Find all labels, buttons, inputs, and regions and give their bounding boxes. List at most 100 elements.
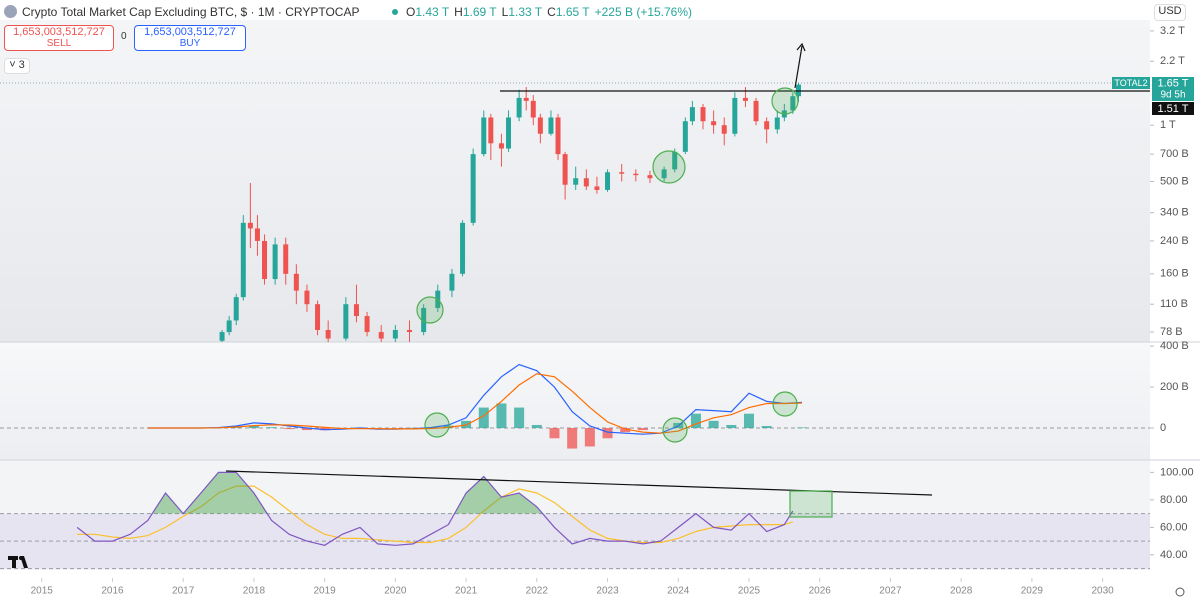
series-line (77, 485, 793, 544)
ohlc-key: H (454, 5, 463, 19)
indicators-toggle[interactable]: ˅ 3 (4, 58, 30, 74)
candle-body (619, 172, 625, 174)
sell-price: 1,653,003,512,727 (13, 26, 105, 38)
candle-body (325, 330, 331, 339)
rsi-pane (0, 460, 1150, 570)
candle-body (774, 117, 780, 130)
histogram-bar (549, 428, 560, 439)
y-tick-label: 0 (1160, 422, 1166, 434)
candle-body (233, 297, 239, 321)
candle-body (711, 121, 717, 126)
y-tick-label: 2.2 T (1160, 55, 1185, 67)
histogram-bar (761, 425, 772, 429)
x-tick-label: 2017 (172, 586, 195, 597)
sell-button[interactable]: 1,653,003,512,727 SELL (4, 25, 114, 51)
candle-body (304, 290, 310, 305)
candle-body (272, 244, 278, 280)
histogram-bar (620, 428, 631, 433)
x-tick-label: 2025 (738, 586, 761, 597)
candle-body (283, 244, 289, 274)
y-tick-label: 80.00 (1160, 494, 1188, 506)
candle-body (293, 273, 299, 291)
y-tick-label: 700 B (1160, 148, 1189, 160)
histogram-bar (514, 407, 525, 429)
pane-plot (0, 363, 1150, 449)
candle-body (700, 107, 706, 122)
buy-button[interactable]: 1,653,003,512,727 BUY (134, 25, 246, 51)
ohlc-value: 1.65 T (555, 5, 590, 19)
histogram-bar (567, 428, 578, 449)
candle-body (219, 332, 225, 341)
y-tick-label: 100.00 (1160, 466, 1194, 478)
x-tick-label: 2015 (31, 586, 54, 597)
candle-body (682, 121, 688, 152)
candle-body (633, 173, 639, 176)
spread: 0 (121, 31, 127, 42)
candle-body (573, 178, 579, 185)
pane-plot (0, 471, 1150, 570)
candle-body (530, 100, 536, 118)
histogram-bar (743, 413, 754, 429)
candle-body (672, 151, 678, 170)
y-tick-label: 240 B (1160, 235, 1189, 247)
symbol-tag (1112, 77, 1150, 89)
candle-body (661, 169, 667, 179)
overbought-fill (77, 472, 793, 514)
x-tick-label: 2027 (879, 586, 902, 597)
highlight-circle (662, 417, 688, 443)
ohlc-key: O (406, 5, 416, 19)
x-tick-label: 2024 (667, 586, 690, 597)
histogram-bar (708, 420, 719, 429)
candle-body (555, 117, 561, 155)
candle-body (498, 143, 504, 149)
y-tick-label: 78 B (1160, 326, 1183, 338)
y-tick-label: 60.00 (1160, 521, 1188, 533)
candle-body (523, 97, 529, 101)
candle-body (605, 172, 611, 190)
candle-body (732, 97, 738, 134)
y-tick-label: 200 B (1160, 381, 1189, 393)
candle-body (506, 117, 512, 149)
candle-body (753, 100, 759, 122)
candle-body (315, 304, 321, 331)
candle-body (481, 117, 487, 155)
candle-body (594, 186, 600, 190)
histogram-bar (602, 428, 613, 439)
y-tick-label: 340 B (1160, 207, 1189, 219)
ohlc: O1.43 T H1.69 T L1.33 T C1.65 T +225 B (+15.… (406, 5, 692, 19)
x-tick-label: 2016 (101, 586, 124, 597)
header-title: Crypto Total Market Cap Excluding BTC, $… (22, 5, 360, 19)
change: +225 B (+15.76%) (594, 5, 693, 19)
series-line (147, 363, 803, 435)
highlight-circle (771, 87, 799, 115)
last-price-tag (1152, 77, 1194, 101)
x-tick-label: 2023 (596, 586, 619, 597)
candle-body (378, 332, 384, 339)
highlight-circle (652, 150, 686, 184)
candle-body (421, 307, 427, 333)
candle-body (353, 304, 359, 317)
sell-label: SELL (46, 38, 72, 49)
candle-body (689, 107, 695, 122)
histogram-bar (531, 424, 542, 429)
candle-body (742, 97, 748, 101)
ohlc-value: 1.43 T (415, 5, 450, 19)
candle-body (343, 304, 349, 339)
histogram-bar (584, 428, 595, 447)
level-price: 1.51 T (1158, 103, 1189, 115)
currency-button[interactable]: USD (1154, 4, 1186, 21)
indicator-count: 3 (18, 59, 25, 71)
x-tick-label: 2030 (1091, 586, 1114, 597)
settings-icon[interactable] (1175, 587, 1185, 597)
x-tick-label: 2028 (950, 586, 973, 597)
candle-body (449, 273, 455, 291)
ohlc-value: 1.33 T (508, 5, 543, 19)
x-tick-label: 2026 (809, 586, 832, 597)
y-tick-label: 1 T (1160, 119, 1176, 131)
histogram-bar (797, 427, 808, 429)
histogram-bar (726, 424, 737, 429)
candle-body (647, 175, 653, 179)
candle-body (764, 121, 770, 130)
candle-body (262, 240, 268, 280)
candle-body (488, 117, 494, 144)
